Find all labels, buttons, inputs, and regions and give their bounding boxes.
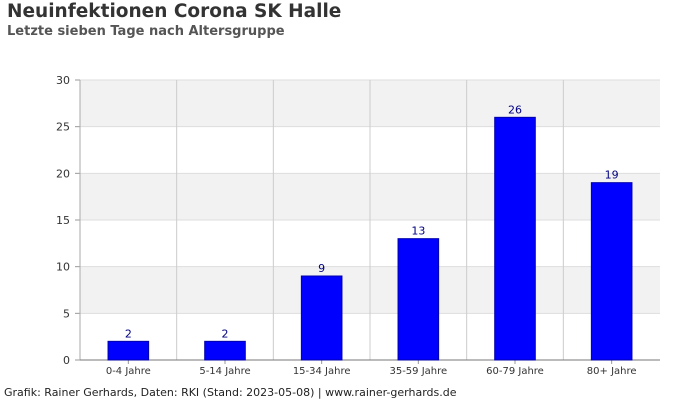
bar-value-label: 2 [125, 327, 132, 340]
x-tick-label: 60-79 Jahre [486, 366, 544, 377]
bar-value-label: 19 [605, 169, 619, 182]
x-tick-label: 15-34 Jahre [293, 366, 351, 377]
plot-axes: 0 5 10 15 20 25 30 0-4 Jahre 5-14 Jahre 15-34 Jah… [56, 74, 660, 377]
bar [397, 238, 440, 361]
bar-value-label: 13 [411, 225, 425, 238]
y-tick-label: 5 [63, 307, 70, 320]
x-tick-label: 80+ Jahre [587, 366, 637, 377]
bar-value-label: 26 [508, 103, 522, 116]
chart-title: Neuinfektionen Corona SK Halle [7, 1, 342, 22]
x-tick-label: 5-14 Jahre [199, 366, 250, 377]
x-tick-label: 0-4 Jahre [106, 366, 151, 377]
y-tick-label: 25 [56, 121, 70, 134]
y-tick-label: 0 [63, 354, 70, 367]
plot-bars [107, 116, 633, 361]
bar [204, 340, 246, 361]
y-tick-label: 15 [56, 214, 70, 227]
bar-value-label: 9 [318, 262, 325, 275]
chart-subtitle: Letzte sieben Tage nach Altersgruppe [7, 24, 285, 39]
y-tick-label: 10 [56, 261, 70, 274]
plot-labels: 2 2 9 13 26 19 [125, 103, 619, 340]
bar [107, 340, 150, 361]
bar [300, 275, 343, 361]
bar [590, 182, 633, 361]
bar-value-label: 2 [222, 327, 229, 340]
x-tick-label: 35-59 Jahre [389, 366, 447, 377]
chart-footer: Grafik: Rainer Gerhards, Daten: RKI (Sta… [4, 386, 457, 399]
y-tick-label: 30 [56, 74, 70, 87]
bar [494, 116, 536, 361]
y-tick-label: 20 [56, 167, 70, 180]
